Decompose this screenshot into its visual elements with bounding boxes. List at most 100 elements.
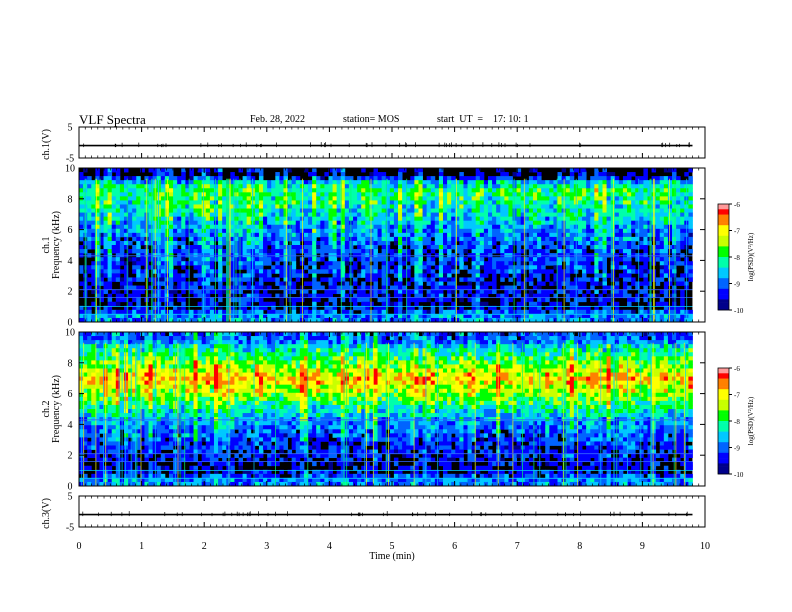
spectrogram-cell — [209, 301, 215, 307]
spectrogram-cell — [659, 208, 665, 213]
spectrogram-cell — [279, 285, 284, 290]
spectrogram-cell — [496, 216, 501, 222]
spectrogram-cell — [389, 196, 395, 201]
spectrogram-cell — [357, 236, 362, 242]
spectrogram-cell — [504, 176, 509, 181]
spectrogram-cell — [606, 253, 612, 258]
spectrogram-cell — [434, 253, 440, 258]
spectrogram-cell — [398, 224, 403, 230]
spectrogram-cell — [353, 261, 358, 266]
spectrogram-cell — [275, 281, 280, 286]
spectrogram-cell — [328, 208, 333, 213]
spectrogram-cell — [541, 281, 546, 286]
spectrogram-cell — [271, 277, 276, 282]
spectrogram-cell — [549, 236, 554, 242]
spectrogram-cell — [586, 204, 591, 209]
spectrogram-cell — [295, 236, 301, 242]
spectrogram-cell — [111, 200, 117, 205]
spectrogram-cell — [500, 249, 505, 254]
spectrogram-cell — [545, 216, 550, 222]
spectrogram-cell — [463, 309, 468, 315]
spectrogram-cell — [140, 313, 145, 319]
spectrogram-cell — [373, 269, 378, 274]
spectrogram-cell — [393, 196, 399, 201]
spectrogram-cell — [467, 285, 473, 290]
spectrogram-cell — [271, 180, 276, 185]
spectrogram-cell — [168, 297, 174, 303]
spectrogram-cell — [201, 200, 207, 205]
spectrogram-cell — [565, 297, 571, 303]
spectrogram-cell — [655, 253, 661, 258]
spectrogram-cell — [83, 473, 88, 479]
spectrogram-cell — [160, 289, 166, 295]
spectrogram-cell — [414, 184, 419, 189]
spectrogram-cell — [451, 208, 456, 213]
spectrogram-cell — [569, 305, 575, 311]
spectrogram-cell — [406, 184, 411, 189]
spectrogram-cell — [328, 204, 333, 209]
spectrogram-cell — [434, 224, 440, 230]
spectrogram-cell — [91, 188, 96, 193]
spectrogram-cell — [87, 425, 92, 430]
spectrogram-cell — [218, 180, 223, 185]
spectrogram-cell — [676, 245, 681, 250]
spectrogram-cell — [283, 281, 288, 286]
spectrogram-cell — [492, 240, 497, 246]
spectrogram-cell — [438, 249, 444, 254]
spectrogram-cell — [173, 257, 178, 262]
spectrogram-cell — [275, 228, 280, 234]
spectrogram-cell — [487, 257, 493, 262]
spectrogram-cell — [320, 249, 325, 254]
spectrogram-cell — [565, 184, 571, 189]
spectrogram-cell — [471, 257, 477, 262]
spectrogram-cell — [111, 168, 117, 173]
spectrogram-cell — [504, 249, 509, 254]
spectrogram-cell — [201, 313, 207, 319]
spectrogram-cell — [422, 200, 428, 205]
spectrogram-cell — [537, 240, 542, 246]
spectrogram-cell — [512, 192, 518, 197]
spectrogram-cell — [79, 344, 84, 349]
spectrogram-cell — [254, 257, 260, 262]
spectrogram-cell — [91, 265, 96, 270]
spectrogram-cell — [635, 208, 640, 213]
spectrogram-cell — [103, 245, 109, 250]
spectrogram-cell — [136, 305, 141, 311]
spectrogram-cell — [602, 297, 607, 303]
spectrogram-cell — [610, 204, 616, 209]
spectrogram-cell — [79, 477, 84, 483]
spectrogram-cell — [393, 220, 399, 226]
spectrogram-cell — [451, 212, 456, 218]
spectrogram-cell — [222, 232, 227, 238]
spectrogram-cell — [123, 236, 129, 242]
spectrogram-cell — [160, 297, 166, 303]
spectrogram-cell — [115, 257, 121, 262]
spectrogram-cell — [467, 253, 473, 258]
spectrogram-cell — [606, 273, 612, 278]
spectrogram-cell — [602, 285, 607, 290]
spectrogram-cell — [258, 196, 264, 201]
spectrogram-cell — [622, 285, 628, 290]
spectrogram-cell — [487, 281, 493, 286]
spectrogram-cell — [193, 273, 199, 278]
spectrogram-cell — [398, 317, 403, 323]
spectrogram-cell — [393, 305, 399, 311]
spectrogram-cell — [467, 220, 473, 226]
spectrogram-cell — [279, 309, 284, 315]
spectrogram-cell — [426, 261, 432, 266]
spectrogram-cell — [79, 356, 84, 361]
spectrogram-cell — [128, 212, 133, 218]
spectrogram-cell — [398, 297, 403, 303]
spectrogram-cell — [365, 301, 370, 307]
spectrogram-cell — [651, 200, 657, 205]
spectrogram-cell — [328, 180, 333, 185]
spectrogram-cell — [586, 212, 591, 218]
spectrogram-cell — [189, 212, 194, 218]
spectrogram-cell — [132, 305, 137, 311]
spectrogram-cell — [639, 253, 644, 258]
spectrogram-cell — [389, 212, 395, 218]
spectrogram-cell — [279, 224, 284, 230]
spectrogram-cell — [447, 305, 452, 311]
spectrogram-cell — [283, 305, 288, 311]
spectrogram-cell — [332, 253, 338, 258]
